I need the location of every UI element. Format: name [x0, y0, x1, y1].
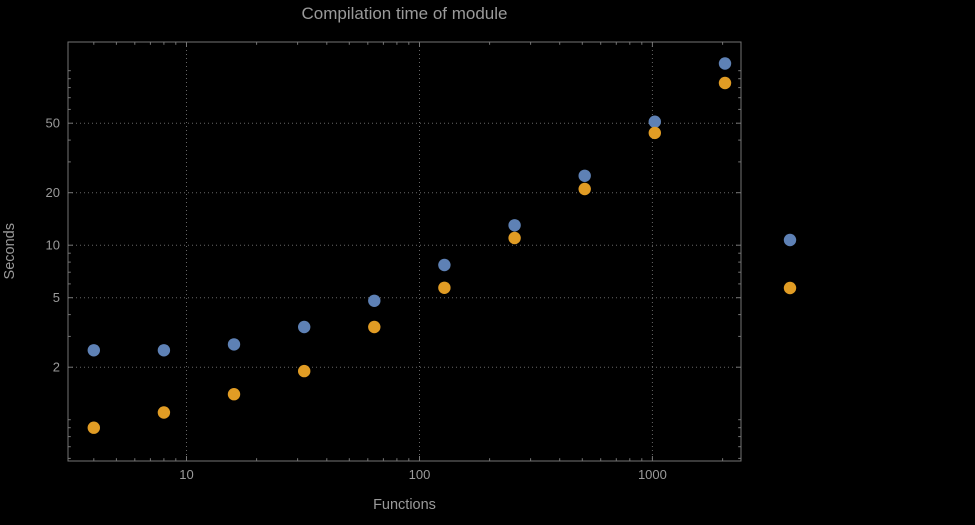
chart-title: Compilation time of module — [301, 4, 508, 23]
x-axis-label: Functions — [373, 497, 436, 513]
data-point-series-2 — [227, 388, 241, 401]
data-point-series-2 — [648, 126, 661, 140]
y-tick-label: 10 — [46, 238, 60, 253]
y-axis-label: Seconds — [2, 223, 18, 280]
data-point-series-1 — [227, 338, 241, 351]
y-tick-label: 2 — [53, 360, 60, 375]
y-tick-label: 50 — [46, 116, 60, 131]
data-point-series-1 — [438, 258, 451, 272]
data-point-series-1 — [578, 169, 591, 182]
data-point-series-2 — [718, 76, 732, 90]
data-point-series-1 — [298, 320, 311, 334]
data-point-series-1 — [87, 344, 101, 357]
data-point-series-1 — [648, 115, 661, 128]
y-tick-label: 5 — [53, 290, 60, 305]
y-tick-label: 20 — [46, 185, 60, 200]
plot-frame — [67, 41, 742, 462]
data-point-series-2 — [438, 281, 451, 294]
data-point-series-2 — [87, 421, 101, 434]
data-point-series-1 — [157, 344, 171, 357]
y-axis-label-wrap: Seconds — [2, 42, 18, 461]
data-point-series-1 — [508, 219, 521, 232]
data-point-series-1 — [718, 57, 732, 70]
legend-marker — [783, 281, 797, 295]
data-point-series-2 — [298, 364, 311, 378]
data-point-series-2 — [368, 320, 381, 334]
x-tick-label: 10 — [179, 467, 193, 482]
data-point-series-2 — [578, 182, 591, 196]
x-tick-label: 1000 — [638, 467, 667, 482]
data-point-series-1 — [368, 294, 381, 307]
legend-marker — [783, 233, 797, 247]
data-point-series-2 — [508, 231, 521, 245]
data-point-series-2 — [157, 406, 171, 419]
x-tick-label: 100 — [409, 467, 431, 482]
